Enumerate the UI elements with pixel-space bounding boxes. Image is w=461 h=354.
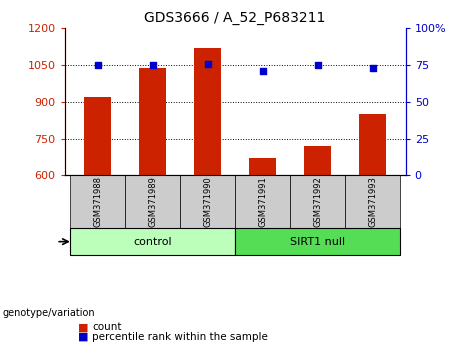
Point — [259, 68, 266, 74]
Text: ■: ■ — [78, 332, 89, 342]
Text: ■: ■ — [78, 322, 89, 332]
Bar — [249, 158, 277, 176]
Text: GSM371991: GSM371991 — [258, 177, 267, 227]
FancyBboxPatch shape — [235, 228, 400, 255]
Title: GDS3666 / A_52_P683211: GDS3666 / A_52_P683211 — [144, 11, 326, 24]
FancyBboxPatch shape — [125, 176, 180, 228]
Bar — [84, 97, 111, 176]
Bar — [304, 146, 331, 176]
FancyBboxPatch shape — [290, 176, 345, 228]
Text: GSM371990: GSM371990 — [203, 177, 212, 227]
FancyBboxPatch shape — [180, 176, 235, 228]
FancyBboxPatch shape — [235, 176, 290, 228]
Bar — [194, 48, 221, 176]
Point — [149, 62, 156, 68]
Point — [204, 61, 211, 67]
Text: GSM371989: GSM371989 — [148, 177, 157, 227]
Text: GSM371992: GSM371992 — [313, 177, 322, 227]
Text: control: control — [133, 236, 172, 247]
Text: GSM371993: GSM371993 — [368, 177, 377, 227]
Text: GSM371988: GSM371988 — [93, 176, 102, 227]
FancyBboxPatch shape — [345, 176, 400, 228]
Point — [94, 62, 101, 68]
Bar — [139, 68, 166, 176]
Point — [369, 65, 376, 71]
FancyBboxPatch shape — [70, 228, 235, 255]
Text: genotype/variation: genotype/variation — [2, 308, 95, 318]
Text: count: count — [92, 322, 122, 332]
Bar — [359, 114, 386, 176]
Point — [314, 62, 321, 68]
Text: SIRT1 null: SIRT1 null — [290, 236, 345, 247]
Text: percentile rank within the sample: percentile rank within the sample — [92, 332, 268, 342]
FancyBboxPatch shape — [70, 176, 125, 228]
